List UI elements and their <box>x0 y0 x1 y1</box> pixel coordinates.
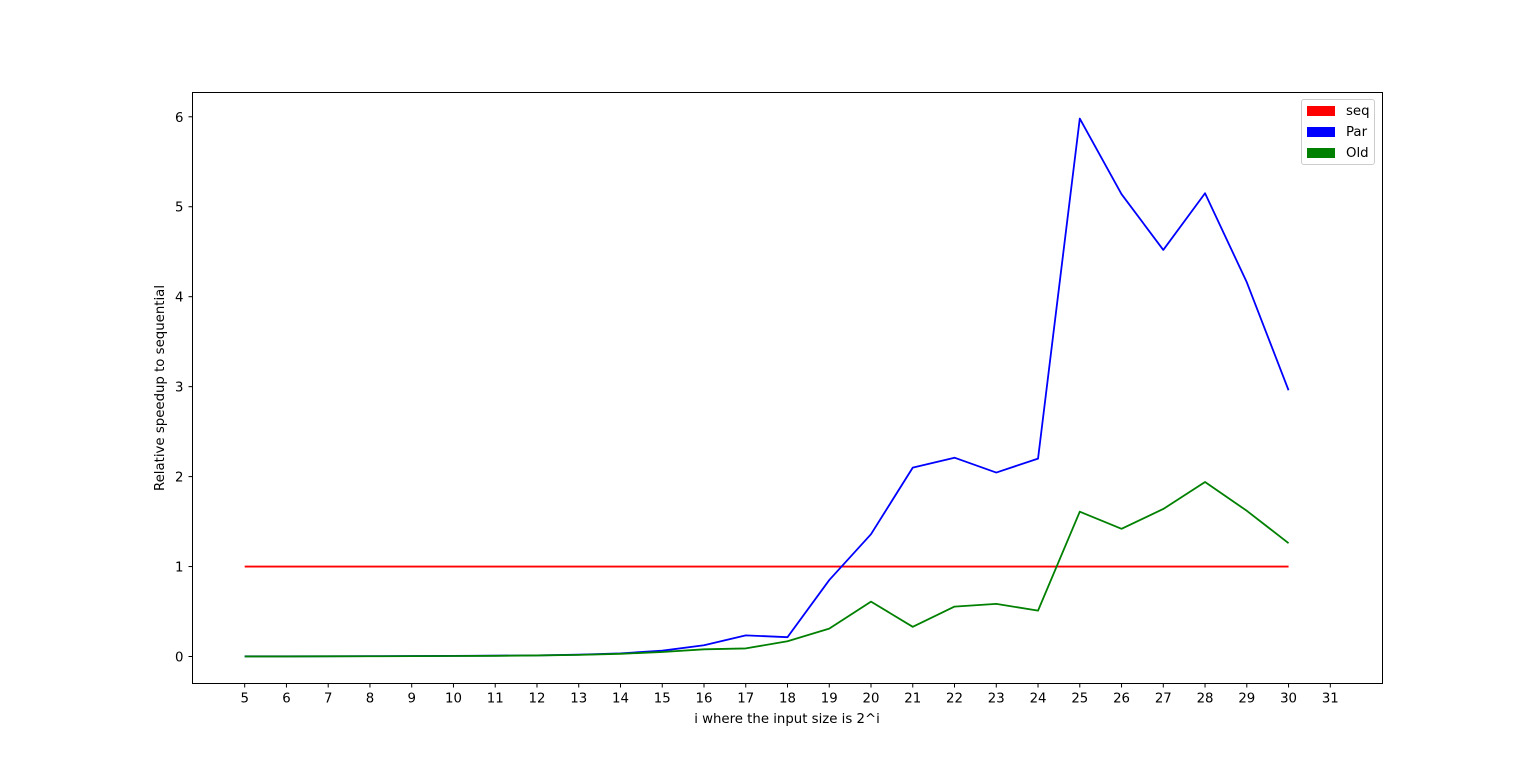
x-tick-label: 31 <box>1322 692 1339 707</box>
x-tick-label: 21 <box>904 692 921 707</box>
x-axis-ticks: 5 6 7 8 9 10 11 12 13 14 15 16 17 18 19 20 21 22 23 24 25 26 2… <box>240 683 1339 707</box>
legend-label-par: Par <box>1346 124 1368 140</box>
x-axis-label: i where the input size is 2^i <box>694 712 880 727</box>
y-axis-ticks: 0 1 2 3 4 5 6 <box>175 111 193 666</box>
x-tick-label: 26 <box>1113 692 1130 707</box>
y-tick-label: 6 <box>175 111 183 126</box>
x-tick-label: 11 <box>487 692 504 707</box>
x-tick-label: 22 <box>946 692 963 707</box>
x-tick-label: 27 <box>1155 692 1172 707</box>
legend-swatch-seq <box>1307 106 1335 116</box>
x-tick-label: 15 <box>654 692 671 707</box>
legend: seq Par Old <box>1301 99 1375 165</box>
x-tick-label: 18 <box>779 692 796 707</box>
x-tick-label: 17 <box>737 692 754 707</box>
x-tick-label: 5 <box>240 692 248 707</box>
x-tick-label: 9 <box>407 692 415 707</box>
x-tick-label: 24 <box>1030 692 1047 707</box>
legend-label-old: Old <box>1346 145 1369 161</box>
x-tick-label: 20 <box>863 692 880 707</box>
legend-item-seq: seq <box>1307 101 1370 121</box>
y-tick-label: 4 <box>175 291 183 306</box>
x-tick-label: 16 <box>696 692 713 707</box>
x-tick-label: 8 <box>366 692 374 707</box>
y-axis-label: Relative speedup to sequential <box>153 285 168 491</box>
legend-label-seq: seq <box>1346 103 1370 119</box>
x-tick-label: 10 <box>445 692 462 707</box>
legend-item-par: Par <box>1307 122 1367 142</box>
x-tick-label: 29 <box>1238 692 1255 707</box>
series-line-old <box>244 481 1290 658</box>
series-layer <box>244 117 1290 658</box>
y-tick-label: 5 <box>175 201 183 216</box>
legend-item-old: Old <box>1307 143 1369 163</box>
x-tick-label: 6 <box>282 692 290 707</box>
x-tick-label: 28 <box>1197 692 1214 707</box>
x-tick-label: 7 <box>324 692 332 707</box>
x-tick-label: 25 <box>1071 692 1088 707</box>
x-tick-label: 19 <box>821 692 838 707</box>
y-tick-label: 2 <box>175 471 183 486</box>
legend-swatch-par <box>1307 127 1335 137</box>
x-tick-label: 23 <box>988 692 1005 707</box>
series-line-par <box>244 117 1290 658</box>
x-tick-label: 30 <box>1280 692 1297 707</box>
x-tick-label: 13 <box>570 692 587 707</box>
legend-swatch-old <box>1307 148 1335 158</box>
y-tick-label: 3 <box>175 381 183 396</box>
y-tick-label: 1 <box>175 561 183 576</box>
x-tick-label: 14 <box>612 692 629 707</box>
x-tick-label: 12 <box>529 692 546 707</box>
plot-frame <box>192 92 1383 684</box>
y-tick-label: 0 <box>175 651 183 666</box>
